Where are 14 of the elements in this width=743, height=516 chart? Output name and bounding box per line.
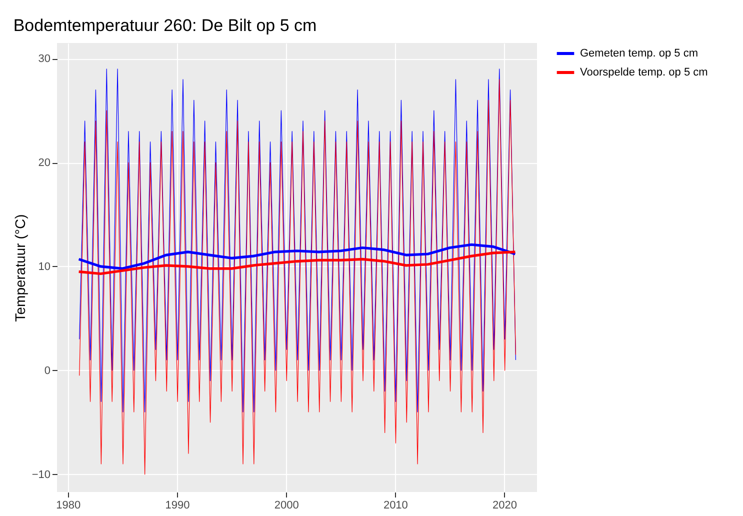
x-tick-label: 2010 <box>383 500 408 512</box>
y-tick-label: −10 <box>32 468 50 481</box>
x-tick-label: 2020 <box>492 500 518 512</box>
y-tick-label: 30 <box>38 53 50 66</box>
y-tick-label: 0 <box>44 364 50 377</box>
y-tick-label: 10 <box>38 260 50 273</box>
x-tick-label: 2000 <box>274 500 299 512</box>
x-tick-label: 1990 <box>165 500 190 512</box>
y-axis-title: Temperatuur (°C) <box>12 214 28 322</box>
legend-label: Voorspelde temp. op 5 cm <box>580 66 708 78</box>
x-tick-label: 1980 <box>56 500 81 512</box>
chart-title: Bodemtemperatuur 260: De Bilt op 5 cm <box>13 16 317 35</box>
y-tick-label: 20 <box>38 157 50 170</box>
legend-label: Gemeten temp. op 5 cm <box>580 48 698 60</box>
